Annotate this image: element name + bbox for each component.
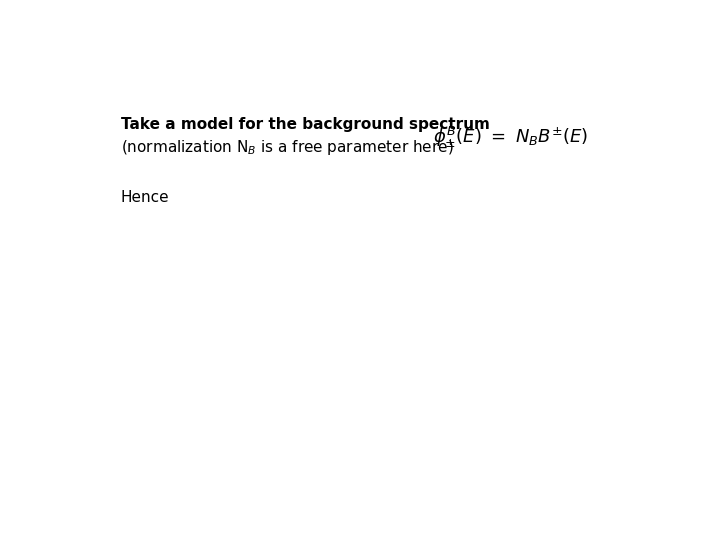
Text: Take a model for the background spectrum: Take a model for the background spectrum [121,117,490,132]
Text: Hence: Hence [121,190,169,205]
Text: (normalization N$_B$ is a free parameter here): (normalization N$_B$ is a free parameter… [121,138,454,157]
Text: $\phi^B_{\pm}(E) \ = \ N_B B^{\pm}(E)$: $\phi^B_{\pm}(E) \ = \ N_B B^{\pm}(E)$ [433,125,588,150]
